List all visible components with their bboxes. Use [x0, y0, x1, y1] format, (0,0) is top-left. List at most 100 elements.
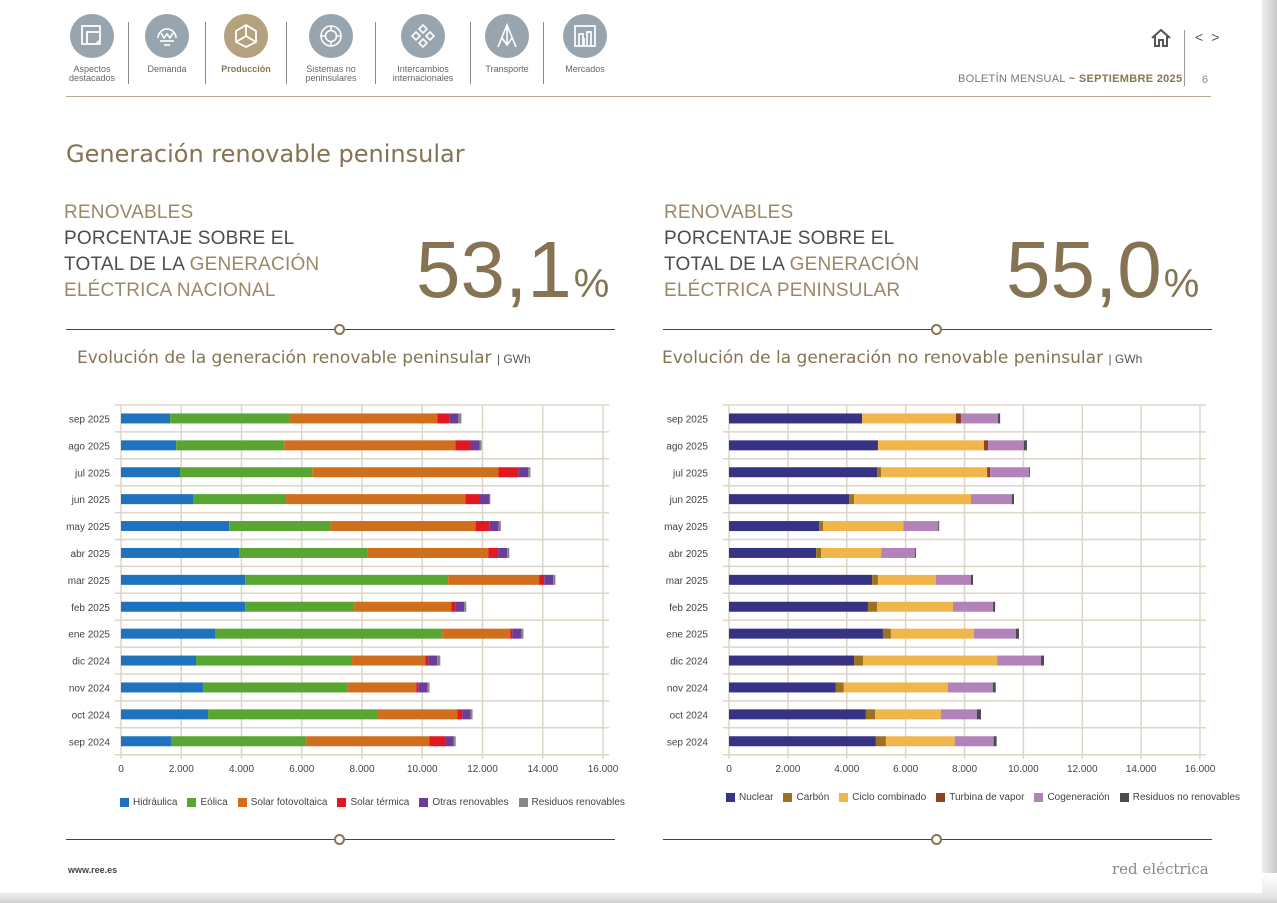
nav-item-aspectos[interactable]: Aspectos destacados [62, 14, 122, 89]
y-category-label: abr 2025 [669, 549, 709, 560]
divider-knot-icon [931, 834, 942, 845]
bar-segment [377, 709, 458, 720]
y-category-label: nov 2024 [69, 683, 111, 694]
nav-item-demanda[interactable]: Demanda [139, 14, 195, 89]
bar-segment [479, 494, 490, 505]
bar-segment [881, 467, 988, 478]
bar-segment [306, 736, 430, 747]
prev-page-button[interactable]: < [1195, 29, 1208, 45]
chart-unit: GWh [1114, 352, 1143, 366]
section-divider [663, 324, 1212, 335]
bulletin-separator: ~ [1068, 73, 1076, 85]
bar-segment [875, 709, 941, 720]
bar-segment [239, 547, 368, 558]
x-tick-label: 6.000 [893, 764, 918, 775]
chart-unit: GWh [503, 352, 531, 366]
bar-segment [462, 709, 471, 720]
nav-item-intercambios[interactable]: Intercambios internacionales [386, 14, 460, 89]
kpi-peninsular: RENOVABLES PORCENTAJE SOBRE EL TOTAL DE … [664, 200, 1214, 310]
bar-segment [729, 467, 878, 478]
bar-segment [208, 709, 378, 720]
bar-segment [997, 655, 1042, 666]
bar-segment [729, 547, 817, 558]
nav-divider [128, 22, 129, 84]
bar-segment [990, 467, 1029, 478]
x-tick-label: 8.000 [952, 764, 977, 775]
target-icon [309, 14, 353, 58]
bar-segment [835, 682, 844, 693]
divider-knot-icon [931, 324, 942, 335]
bar-segment [121, 547, 240, 558]
nav-label: Mercados [565, 64, 605, 74]
kpi-label-part: TOTAL DE LA [64, 254, 190, 275]
bar-segment [428, 655, 438, 666]
page: Aspectos destacados Demanda Producción Si… [0, 0, 1241, 878]
y-category-label: jun 2025 [669, 495, 709, 506]
bar-segment [425, 655, 429, 666]
legend-swatch [237, 798, 247, 807]
nav-item-sistemas[interactable]: Sistemas no peninsulares [297, 14, 365, 89]
bar-segment [729, 655, 855, 666]
next-page-button[interactable]: > [1211, 29, 1224, 45]
section-divider [663, 834, 1212, 845]
kpi-value: 53,1% [416, 230, 609, 324]
legend-item: Solar térmica [337, 797, 409, 808]
bar-segment [553, 574, 556, 585]
bulletin-label: BOLETÍN MENSUAL ~ SEPTIEMBRE 2025 [958, 73, 1182, 85]
bar-segment [863, 655, 998, 666]
bar-segment [954, 736, 994, 747]
chart-title-no-renovable: Evolución de la generación no renovable … [662, 348, 1143, 368]
bar-segment [843, 682, 948, 693]
nav-divider [205, 22, 206, 84]
divider-knot-icon [334, 324, 345, 335]
bar-segment [729, 574, 873, 585]
footer-url[interactable]: www.ree.es [68, 865, 118, 875]
legend-item: Turbina de vapor [936, 792, 1024, 803]
nav-item-produccion[interactable]: Producción [216, 14, 276, 89]
x-tick-label: 8.000 [349, 764, 374, 775]
bar-segment [823, 521, 904, 532]
kpi-label-line: PORCENTAJE SOBRE EL [664, 228, 895, 249]
bar-segment [479, 440, 482, 451]
kpi-unit: % [1163, 262, 1200, 306]
chart-renovable: 0 2.000 4.000 6.000 8.000 10.000 12.000 14.000 1… [0, 0, 640, 795]
x-tick-label: 2.000 [169, 764, 194, 775]
y-category-label: mar 2025 [666, 576, 709, 587]
bar-segment [121, 467, 181, 478]
x-tick-label: 14.000 [1126, 764, 1157, 775]
nav-label: Demanda [147, 64, 187, 74]
bar-segment [877, 467, 882, 478]
y-category-label: dic 2024 [72, 657, 110, 668]
bar-segment [1011, 494, 1014, 505]
nav-divider [286, 22, 287, 84]
bar-segment [1028, 467, 1030, 478]
bar-segment [202, 682, 349, 693]
y-category-label: mar 2025 [68, 576, 111, 587]
document-icon [70, 14, 114, 58]
page-title: Generación renovable peninsular [66, 140, 465, 168]
bar-segment [729, 601, 868, 612]
y-category-label: may 2025 [66, 522, 110, 533]
bar-segment [865, 709, 876, 720]
legend-label: Nuclear [739, 792, 774, 803]
x-tick-label: 10.000 [1008, 764, 1039, 775]
bar-segment [987, 467, 991, 478]
kpi-nacional: RENOVABLES PORCENTAJE SOBRE EL TOTAL DE … [64, 200, 614, 310]
x-tick-label: 10.000 [407, 764, 438, 775]
y-category-label: ago 2025 [666, 441, 708, 452]
nav-item-mercados[interactable]: Mercados [554, 14, 616, 89]
y-category-label: sep 2024 [667, 737, 709, 748]
page-number: 6 [1202, 74, 1209, 86]
bar-segment [312, 467, 499, 478]
bar-segment [330, 521, 476, 532]
nav-item-transporte[interactable]: Transporte [479, 14, 535, 89]
brand-logo: red eléctrica [1112, 860, 1209, 878]
bar-segment [877, 574, 936, 585]
bar-segment [507, 547, 510, 558]
home-icon[interactable] [1150, 27, 1172, 49]
y-category-label: jul 2025 [672, 468, 708, 479]
bar-segment [171, 736, 307, 747]
bar-segment [938, 521, 940, 532]
bar-segment [729, 521, 820, 532]
bar-segment [455, 601, 465, 612]
